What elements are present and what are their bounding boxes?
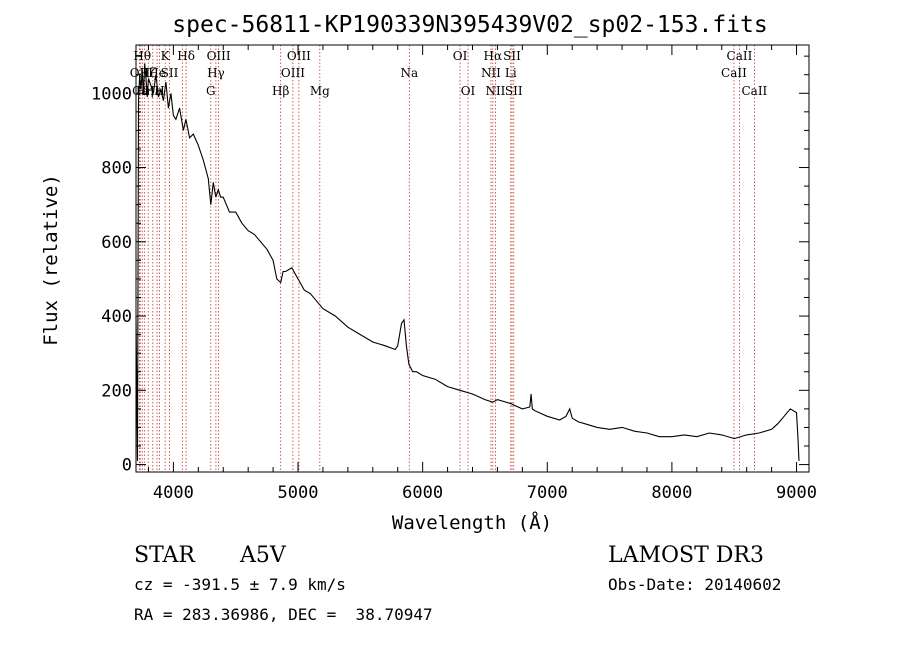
redshift-text: cz = -391.5 ± 7.9 km/s xyxy=(134,575,346,594)
survey-name: LAMOST DR3 xyxy=(608,543,764,568)
spectral-line-label: Hβ xyxy=(272,84,289,98)
spectral-line-label: H xyxy=(154,84,164,98)
spectral-line-label: NII xyxy=(485,84,505,98)
tick-label: 200 xyxy=(101,381,132,401)
spectral-line-label: SII xyxy=(505,84,523,98)
spectral-line-label: OI xyxy=(453,49,468,63)
spectral-line-label: Mg xyxy=(310,84,330,98)
tick-label: 0 xyxy=(122,456,132,476)
radec-text: RA = 283.36986, DEC = 38.70947 xyxy=(134,605,433,624)
spectrum-series-line xyxy=(135,63,800,461)
spectral-line-label: Na xyxy=(400,66,418,80)
spectral-line-label: SII xyxy=(503,49,521,63)
spectral-line-label: G xyxy=(206,84,216,98)
y-axis-label: Flux (relative) xyxy=(40,174,62,346)
spectral-line-label: Li xyxy=(505,66,517,80)
spectral-line-labels-layer: OIICaHθHηHζHεHeHKSIIHδGHγOIIIHβOIIIOIIIM… xyxy=(130,49,768,98)
tick-label: 1000 xyxy=(91,84,132,104)
spectral-line-label: OIII xyxy=(281,66,305,80)
spectral-line-label: Hδ xyxy=(177,49,195,63)
spectral-line-label: Hγ xyxy=(207,66,225,80)
spectral-line-label: NII xyxy=(481,66,501,80)
tick-label: 9000 xyxy=(776,483,817,503)
spectral-line-label: K xyxy=(161,49,171,63)
obs-date-text: Obs-Date: 20140602 xyxy=(608,575,781,594)
spectral-line-label: OI xyxy=(461,84,476,98)
spectral-line-label: CaII xyxy=(721,66,747,80)
object-subclass: A5V xyxy=(239,543,287,568)
axis-ticks-layer: 4000 5000 6000 7000 8000 9000 0 200 400 600 800 100… xyxy=(91,45,817,503)
plot-frame xyxy=(135,44,810,473)
tick-label: 400 xyxy=(101,307,132,327)
x-axis-label: Wavelength (Å) xyxy=(392,511,552,534)
spectral-lines-layer xyxy=(138,45,755,472)
spectral-line-label: SII xyxy=(161,66,179,80)
object-class: STAR xyxy=(134,543,196,568)
tick-label: 800 xyxy=(101,159,132,179)
spectral-line-label: OIII xyxy=(207,49,231,63)
tick-label: 7000 xyxy=(527,483,568,503)
tick-label: 600 xyxy=(101,233,132,253)
spectral-line-label: He xyxy=(148,66,166,80)
tick-label: 4000 xyxy=(153,483,194,503)
spectral-line-label: OIII xyxy=(287,49,311,63)
chart-title: spec-56811-KP190339N395439V02_sp02-153.f… xyxy=(172,12,767,38)
spectral-line-label: CaII xyxy=(741,84,767,98)
spectral-line-label: Hα xyxy=(484,49,503,63)
tick-label: 8000 xyxy=(651,483,692,503)
spectral-line-label: Hθ xyxy=(133,49,151,63)
tick-label: 5000 xyxy=(278,483,319,503)
spectral-line-label: CaII xyxy=(727,49,753,63)
tick-label: 6000 xyxy=(402,483,443,503)
